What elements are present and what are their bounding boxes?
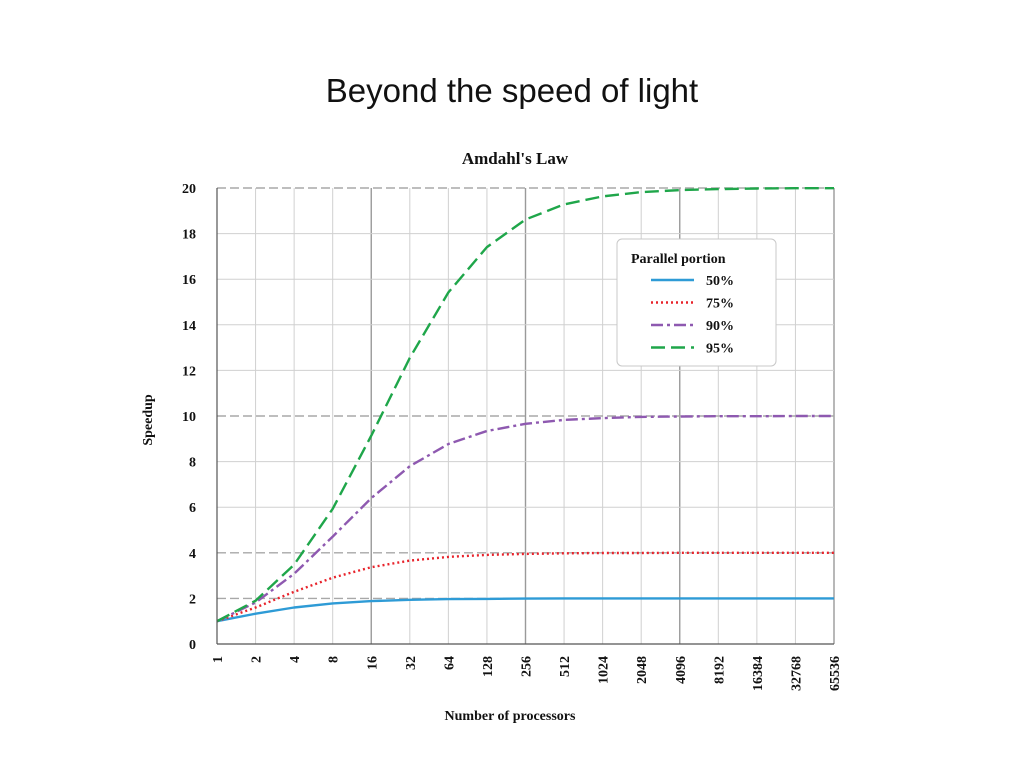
x-tick-label: 512 bbox=[558, 656, 573, 677]
x-tick-label: 65536 bbox=[828, 656, 843, 691]
x-tick-label: 2 bbox=[250, 656, 265, 663]
x-tick-label: 1 bbox=[211, 656, 226, 663]
legend-box bbox=[616, 238, 777, 367]
x-tick-label: 4 bbox=[288, 656, 303, 663]
y-tick-label: 2 bbox=[189, 592, 196, 607]
x-tick-label: 1024 bbox=[597, 656, 612, 684]
x-tick-label: 4096 bbox=[674, 656, 689, 684]
legend-label: 50% bbox=[706, 274, 734, 289]
x-tick-label: 8192 bbox=[712, 656, 727, 684]
chart-title: Amdahl's Law bbox=[462, 149, 569, 168]
y-tick-label: 12 bbox=[182, 364, 196, 379]
y-tick-label: 0 bbox=[189, 638, 196, 653]
y-tick-label: 14 bbox=[182, 319, 196, 334]
x-tick-label: 256 bbox=[520, 656, 535, 677]
x-axis-label: Number of processors bbox=[445, 709, 576, 724]
legend-label: 90% bbox=[706, 319, 734, 334]
y-tick-label: 18 bbox=[182, 228, 196, 243]
series-line-90pct bbox=[216, 414, 834, 623]
y-tick-label: 8 bbox=[189, 456, 196, 471]
x-tick-label: 16384 bbox=[751, 656, 766, 691]
x-tick-label: 8 bbox=[327, 656, 342, 663]
y-tick-label: 10 bbox=[182, 410, 196, 425]
y-tick-label: 20 bbox=[182, 182, 196, 197]
y-axis-label: Speedup bbox=[141, 394, 156, 446]
x-tick-label: 16 bbox=[365, 656, 380, 670]
series-line-50pct bbox=[216, 597, 834, 623]
x-tick-label: 128 bbox=[481, 656, 496, 677]
y-tick-label: 16 bbox=[182, 273, 196, 288]
legend-label: 75% bbox=[706, 297, 734, 312]
y-tick-label: 6 bbox=[189, 501, 196, 516]
series-lines bbox=[216, 186, 834, 623]
y-tick-label: 4 bbox=[189, 547, 196, 562]
legend: Parallel portion 50% 75% 90% 95% bbox=[616, 238, 777, 367]
legend-title: Parallel portion bbox=[631, 252, 726, 267]
x-tick-label: 32 bbox=[404, 656, 419, 670]
slide-title: Beyond the speed of light bbox=[325, 72, 699, 109]
series-line-95pct bbox=[216, 186, 834, 623]
legend-label: 95% bbox=[706, 342, 734, 357]
x-tick-label: 2048 bbox=[635, 656, 650, 684]
x-tick-label: 32768 bbox=[789, 656, 804, 691]
x-tick-label: 64 bbox=[442, 656, 457, 670]
